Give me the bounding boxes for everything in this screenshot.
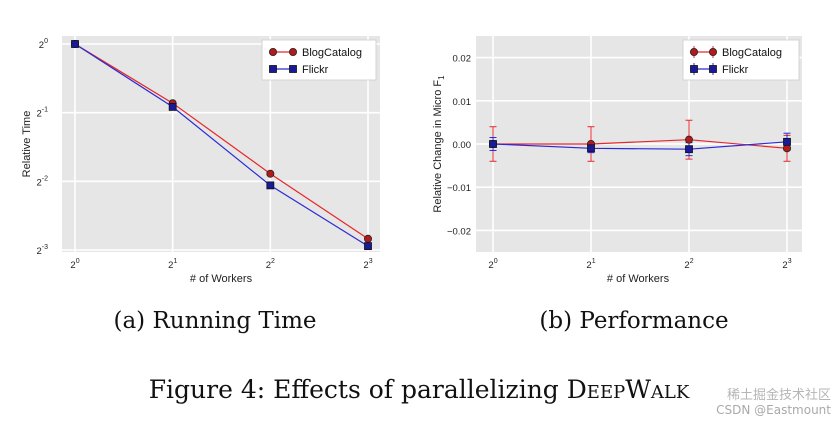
series-group	[71, 40, 372, 251]
data-point-flickr	[587, 144, 595, 153]
data-point-flickr	[168, 102, 177, 111]
y-tick-label-exp: -2	[42, 175, 48, 182]
legend: BlogCatalog Flickr	[682, 39, 800, 81]
y-tick-label: 0.00	[453, 140, 472, 151]
data-point-flickr	[364, 242, 372, 251]
x-tick-labels: 20 21 22 23	[488, 258, 791, 271]
data-point-flickr	[71, 40, 79, 48]
chart-performance: 20 21 22 23 0.020.010.00−0.01−0.02 # of Wor…	[432, 36, 802, 334]
x-tick-label: 22	[266, 258, 275, 271]
subcaption-a: (a) Running Time	[113, 308, 316, 334]
x-tick-labels: 20 21 22 23	[70, 258, 372, 271]
y-tick-label: −0.01	[447, 183, 471, 194]
y-axis-label: Relative Time	[21, 111, 33, 178]
data-point-flickr	[783, 137, 791, 146]
y-tick-label-exp: -1	[42, 107, 48, 114]
series-line-flickr	[74, 43, 369, 247]
x-tick-label-exp: 0	[76, 258, 80, 265]
legend-marker	[690, 65, 698, 73]
caption-smallcaps: DeepWalk	[567, 375, 690, 404]
x-tick-label-base: 2	[488, 260, 493, 271]
x-tick-label-base: 2	[782, 260, 787, 271]
y-tick-label: 2-1	[36, 107, 48, 120]
y-tick-label-base: 2	[39, 40, 44, 51]
legend-label: BlogCatalog	[302, 47, 362, 59]
data-point-flickr	[489, 140, 497, 148]
legend-label: Flickr	[302, 64, 329, 76]
y-tick-labels: 0.02 0.01 0.00 −0.01 −0.02	[447, 54, 471, 238]
series-line-blogcatalog	[493, 139, 788, 149]
legend-label: Flickr	[722, 64, 749, 76]
y-axis-label-main: Relative Change in Micro F	[432, 80, 444, 213]
legend-marker	[289, 65, 297, 73]
x-tick-label: 20	[488, 258, 497, 271]
y-axis-label: Relative Change in Micro F1	[432, 75, 446, 213]
x-tick-label-base: 2	[266, 260, 271, 271]
x-tick-label-base: 2	[70, 260, 75, 271]
watermark-text: CSDN @Eastmount	[716, 403, 831, 417]
y-tick-label-base: 2	[36, 177, 41, 188]
x-axis-label: # of Workers	[190, 273, 253, 285]
x-tick-label-base: 2	[684, 260, 689, 271]
caption-prefix: Figure 4: Effects of parallelizing	[149, 375, 567, 404]
x-tick-label-base: 2	[168, 260, 173, 271]
watermark: 稀土掘金技术社区 CSDN @Eastmount	[716, 384, 831, 417]
data-point-blogcatalog	[783, 144, 792, 153]
series-line-flickr	[492, 141, 788, 150]
y-tick-label: −0.02	[447, 226, 471, 237]
data-point-flickr	[266, 181, 275, 190]
y-axis-label-sub: 1	[437, 75, 446, 80]
x-tick-label-exp: 0	[494, 258, 498, 265]
x-tick-label: 21	[168, 258, 177, 271]
y-tick-label-exp: 0	[44, 38, 48, 45]
figure-caption: Figure 4: Effects of parallelizing DeepW…	[149, 375, 690, 404]
data-point-flickr	[685, 145, 693, 154]
y-tick-label: 20	[39, 38, 48, 51]
y-tick-label-exp: -3	[42, 244, 48, 251]
y-tick-label: 0.01	[453, 97, 472, 108]
y-tick-label-base: 2	[36, 109, 41, 120]
y-tick-label: 0.02	[453, 54, 472, 65]
x-tick-label: 23	[363, 258, 372, 271]
y-tick-label-base: 2	[36, 246, 41, 257]
y-tick-label: 2-2	[36, 175, 48, 188]
legend-marker	[690, 48, 699, 57]
x-tick-label-exp: 1	[173, 258, 177, 265]
x-tick-label: 22	[684, 258, 693, 271]
legend-marker	[268, 48, 277, 57]
data-point-blogcatalog	[685, 135, 694, 144]
series-line-blogcatalog	[74, 43, 369, 240]
x-tick-label-exp: 2	[690, 258, 694, 265]
x-tick-label-base: 2	[363, 260, 368, 271]
x-tick-label-exp: 2	[271, 258, 275, 265]
data-point-blogcatalog	[266, 169, 275, 178]
chart-running-time: 20 21 22 23 202-12-22-3 # of Workers Relati…	[21, 36, 380, 334]
legend-marker	[269, 65, 277, 73]
x-tick-label: 21	[586, 258, 595, 271]
legend-box	[682, 39, 800, 81]
subcaption-b: (b) Performance	[539, 308, 728, 334]
x-tick-label: 20	[70, 258, 79, 271]
data-point-blogcatalog	[363, 234, 372, 243]
x-tick-label: 23	[782, 258, 791, 271]
series-group	[488, 119, 792, 162]
x-axis-label: # of Workers	[607, 273, 670, 285]
x-tick-label-exp: 1	[592, 258, 596, 265]
x-tick-label-exp: 3	[369, 258, 373, 265]
legend-marker	[709, 65, 717, 73]
watermark-overlay: 稀土掘金技术社区	[726, 388, 831, 403]
y-tick-labels: 202-12-22-3	[36, 38, 48, 257]
legend-box	[261, 39, 377, 81]
y-tick-label: 2-3	[36, 244, 48, 257]
legend: BlogCatalog Flickr	[261, 39, 377, 81]
x-tick-label-exp: 3	[788, 258, 792, 265]
legend-marker	[288, 48, 297, 57]
legend-marker	[709, 48, 718, 57]
x-tick-label-base: 2	[586, 260, 591, 271]
legend-label: BlogCatalog	[722, 47, 782, 59]
